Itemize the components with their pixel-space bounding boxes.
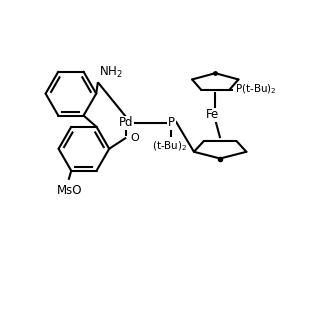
Text: P(t-Bu)$_2$: P(t-Bu)$_2$ (235, 82, 277, 96)
Text: NH$_2$: NH$_2$ (99, 65, 123, 80)
Text: P: P (168, 116, 175, 129)
Text: Fe: Fe (205, 108, 219, 121)
Text: Pd: Pd (119, 116, 133, 129)
Text: (t-Bu)$_2$: (t-Bu)$_2$ (152, 140, 188, 153)
Text: MsO: MsO (57, 184, 82, 197)
Text: O: O (130, 133, 139, 143)
